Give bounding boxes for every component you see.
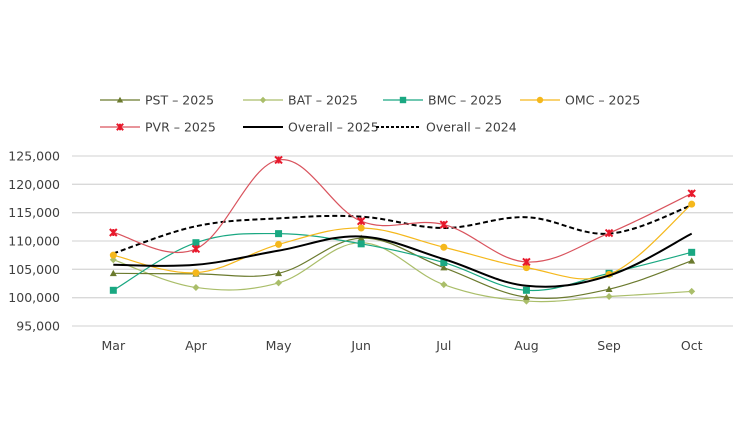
series-line-pvr-2025 xyxy=(113,159,692,263)
data-point-pvr-2025-jul[interactable] xyxy=(439,220,449,229)
triangle-marker-icon xyxy=(116,96,124,103)
diamond-marker-icon xyxy=(259,96,267,104)
data-point-pvr-2025-may[interactable] xyxy=(274,155,283,165)
gridlines xyxy=(72,155,733,327)
data-point-pvr-2025-mar[interactable] xyxy=(109,228,118,237)
x-tick-label: May xyxy=(266,338,292,353)
x-tick-label: Sep xyxy=(597,338,621,353)
x-marker-icon xyxy=(116,123,124,131)
data-point-pst-2025-mar[interactable] xyxy=(109,269,117,277)
series-pvr-2025 xyxy=(109,155,696,267)
x-tick-label: Oct xyxy=(681,338,703,353)
legend-item-omc-2025[interactable]: OMC – 2025 xyxy=(520,93,640,108)
data-point-omc-2025-jul[interactable] xyxy=(440,243,448,251)
y-tick-label: 120,000 xyxy=(8,177,60,192)
data-point-pvr-2025-apr[interactable] xyxy=(191,244,201,254)
series-line-bmc-2025 xyxy=(113,232,692,292)
series-pst-2025 xyxy=(109,234,696,300)
y-tick-label: 105,000 xyxy=(8,262,60,277)
data-point-pvr-2025-aug[interactable] xyxy=(522,257,531,267)
data-point-pst-2025-aug[interactable] xyxy=(522,293,530,300)
legend-label-pst: PST – 2025 xyxy=(145,93,214,108)
legend-label-bmc: BMC – 2025 xyxy=(428,93,502,108)
data-point-pst-2025-jul[interactable] xyxy=(440,264,448,271)
square-marker-icon xyxy=(399,96,407,104)
data-point-bmc-2025-mar[interactable] xyxy=(109,286,117,294)
data-point-bat-2025-oct[interactable] xyxy=(688,287,696,295)
data-point-bmc-2025-jul[interactable] xyxy=(440,259,448,267)
series-overall-2025 xyxy=(113,232,693,288)
data-point-pst-2025-sep[interactable] xyxy=(605,285,613,292)
data-point-omc-2025-aug[interactable] xyxy=(522,264,530,272)
data-point-omc-2025-mar[interactable] xyxy=(109,251,117,259)
legend-item-pvr-2025[interactable]: PVR – 2025 xyxy=(100,120,216,135)
data-point-bat-2025-may[interactable] xyxy=(275,279,283,287)
legend-label-overall-2024: Overall – 2024 xyxy=(426,120,517,135)
y-axis-tick-labels: 95,000 100,000 105,000 110,000 115,000 1… xyxy=(8,149,60,334)
series-line-bat-2025 xyxy=(113,242,692,303)
y-tick-label: 95,000 xyxy=(16,319,60,334)
legend-label-pvr: PVR – 2025 xyxy=(145,120,216,135)
series-line-overall-2025 xyxy=(113,232,693,288)
data-point-pst-2025-may[interactable] xyxy=(275,269,283,277)
legend: PST – 2025 BAT – 2025 BMC – 2025 OMC – 2… xyxy=(100,93,640,135)
x-axis-tick-labels: Mar Apr May Jun Jul Aug Sep Oct xyxy=(102,338,703,353)
legend-item-bat-2025[interactable]: BAT – 2025 xyxy=(243,93,358,108)
data-point-bat-2025-sep[interactable] xyxy=(605,293,613,301)
data-point-omc-2025-may[interactable] xyxy=(275,240,283,248)
y-tick-label: 125,000 xyxy=(8,149,60,164)
data-point-omc-2025-oct[interactable] xyxy=(688,200,696,208)
series-omc-2025 xyxy=(109,200,696,280)
data-point-pst-2025-oct[interactable] xyxy=(688,257,696,264)
data-point-bmc-2025-aug[interactable] xyxy=(522,286,530,294)
y-tick-label: 110,000 xyxy=(8,234,60,249)
data-point-bmc-2025-oct[interactable] xyxy=(688,248,696,256)
x-tick-label: Apr xyxy=(185,338,207,353)
y-tick-label: 115,000 xyxy=(8,205,60,220)
series-bmc-2025 xyxy=(109,230,696,294)
plot-area xyxy=(109,155,696,305)
data-point-omc-2025-jun[interactable] xyxy=(357,224,365,232)
data-point-bmc-2025-may[interactable] xyxy=(275,230,283,238)
legend-item-overall-2024[interactable]: Overall – 2024 xyxy=(376,120,517,135)
data-point-pvr-2025-jun[interactable] xyxy=(356,216,366,226)
x-tick-label: Aug xyxy=(514,338,538,353)
x-tick-label: Mar xyxy=(102,338,126,353)
series-line-pst-2025 xyxy=(113,237,692,299)
data-point-pvr-2025-sep[interactable] xyxy=(604,228,614,238)
data-point-pst-2025-jun[interactable] xyxy=(357,234,365,241)
data-point-bat-2025-apr[interactable] xyxy=(192,283,200,291)
data-point-bmc-2025-jun[interactable] xyxy=(357,240,365,248)
circle-marker-icon xyxy=(536,96,544,104)
legend-label-bat: BAT – 2025 xyxy=(288,93,358,108)
data-point-bmc-2025-apr[interactable] xyxy=(192,239,200,247)
legend-item-bmc-2025[interactable]: BMC – 2025 xyxy=(383,93,502,108)
data-point-pvr-2025-oct[interactable] xyxy=(687,189,696,198)
legend-label-overall-2025: Overall – 2025 xyxy=(288,120,379,135)
x-tick-label: Jun xyxy=(350,338,371,353)
y-tick-label: 100,000 xyxy=(8,290,60,305)
x-tick-label: Jul xyxy=(435,338,451,353)
data-point-omc-2025-apr[interactable] xyxy=(192,269,200,277)
legend-label-omc: OMC – 2025 xyxy=(565,93,640,108)
legend-item-pst-2025[interactable]: PST – 2025 xyxy=(100,93,214,108)
data-point-bat-2025-jul[interactable] xyxy=(440,281,448,289)
legend-item-overall-2025[interactable]: Overall – 2025 xyxy=(243,120,379,135)
